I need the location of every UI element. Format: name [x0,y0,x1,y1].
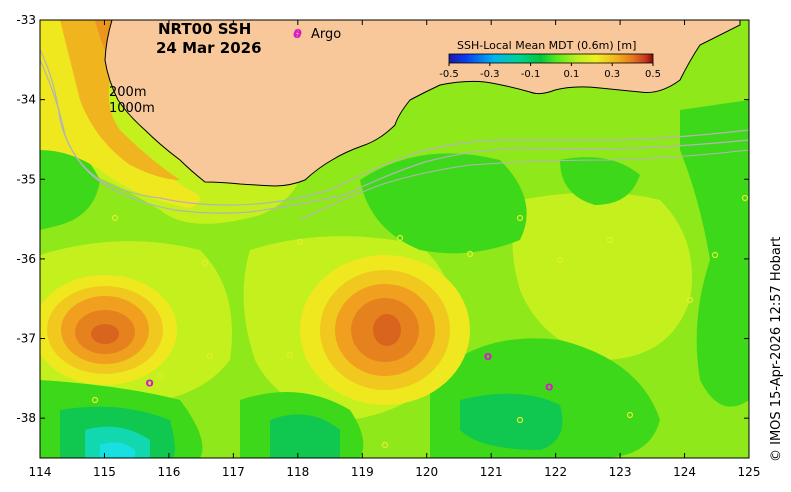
ssh-yellowgreen-east [512,192,692,360]
x-tick-label: 123 [609,465,632,479]
y-axis: -33 -34 -35 -36 -37 -38 [16,13,749,425]
y-tick-label: -37 [16,332,36,346]
ssh-green-patch [680,100,749,407]
colorbar-tick-label: -0.5 [439,69,459,80]
ssh-teal-patch [270,414,340,458]
argo-float-marker: o [294,25,302,39]
colorbar-title: SSH-Local Mean MDT (0.6m) [m] [457,39,636,52]
x-tick-label: 116 [157,465,180,479]
y-tick-label: -35 [16,172,36,186]
bathy-1000m [40,59,749,214]
argo-float-marker: o [484,349,492,363]
colorbar-tick-label: 0.5 [645,69,661,80]
y-tick-label: -38 [16,411,36,425]
x-tick-label: 118 [286,465,309,479]
ssh-teal-patch [460,393,563,450]
colorbar-tick-label: 0.3 [604,69,620,80]
plot-frame [39,19,750,459]
x-tick-label: 115 [93,465,116,479]
argo-float-layer: o o o o [145,25,553,393]
ssh-green-patch [560,157,640,205]
credit-text: © IMOS 15-Apr-2026 12:57 Hobart [769,237,784,462]
drifter-markers [91,194,749,449]
x-axis: 114 115 116 117 118 119 120 121 122 123 124 125 [29,20,761,479]
x-tick-label: 122 [544,465,567,479]
argo-float-marker: o [545,379,553,393]
y-tick-label: -34 [16,93,36,107]
ssh-field: o o o o [40,20,749,458]
y-tick-label: -33 [16,13,36,27]
depth-label-200m: 200m [109,85,146,100]
x-tick-label: 119 [351,465,374,479]
colorbar [448,53,654,64]
colorbar-tick-label: -0.1 [521,69,541,80]
x-tick-label: 124 [673,465,696,479]
colorbar-tick-label: -0.3 [480,69,500,80]
ssh-cyan-patch [100,442,135,458]
eddy-west-core [91,324,119,344]
eddy-central-core [373,314,401,346]
map-title-line2: 24 Mar 2026 [156,39,262,57]
colorbar-ticks: -0.5 -0.3 -0.1 0.1 0.3 0.5 [439,63,661,80]
bathy-2000m [299,149,749,221]
x-tick-label: 114 [29,465,52,479]
y-tick-label: -36 [16,252,36,266]
argo-float-marker: o [145,375,153,389]
x-tick-label: 125 [738,465,761,479]
x-tick-label: 120 [415,465,438,479]
argo-legend-label: Argo [311,27,341,42]
argo-legend-symbol: o [293,27,301,41]
x-tick-label: 117 [222,465,245,479]
depth-label-1000m: 1000m [109,101,155,116]
ssh-green-patch [40,130,100,230]
x-tick-label: 121 [480,465,503,479]
ssh-orange-coast [60,20,180,180]
map-title-line1: NRT00 SSH [158,20,251,38]
colorbar-tick-label: 0.1 [563,69,579,80]
